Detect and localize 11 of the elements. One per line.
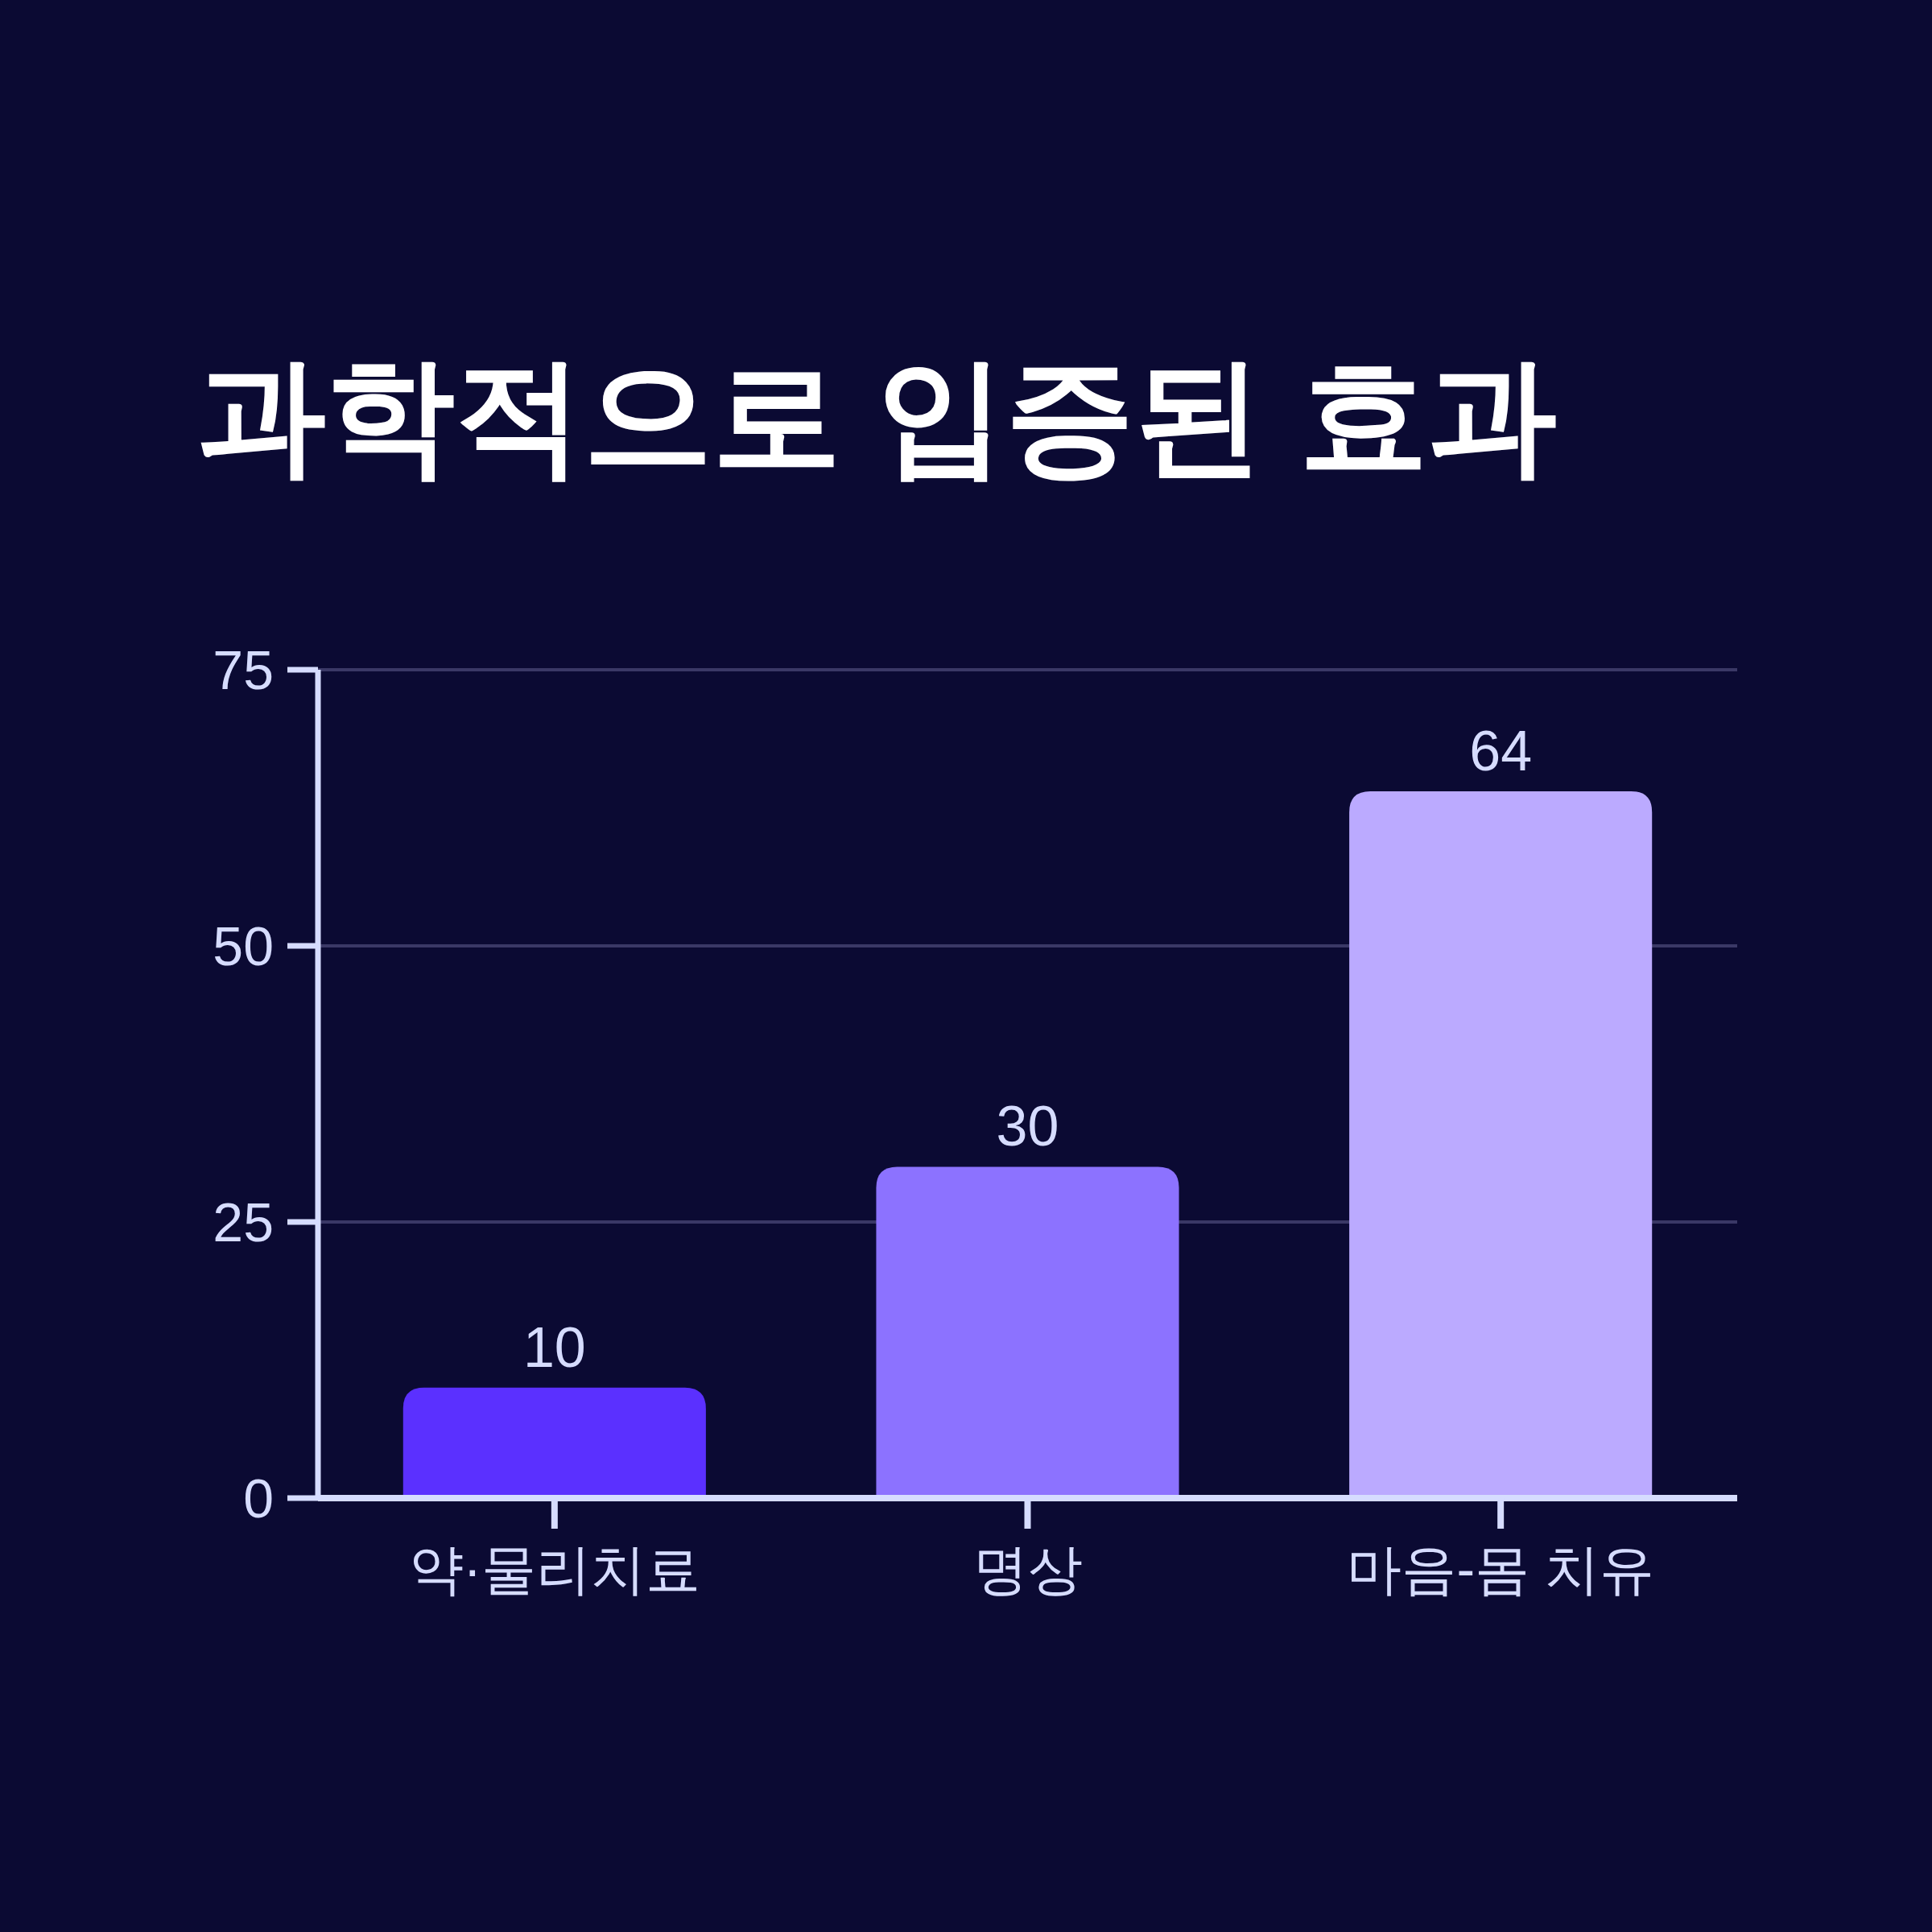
data-label: 10: [522, 1315, 586, 1379]
y-tick-label: 75: [213, 638, 274, 700]
chart-title: 과학적으로 입증된 효과: [197, 344, 1557, 488]
y-tick-label: 0: [243, 1467, 274, 1529]
y-tick-label: 50: [213, 914, 274, 976]
y-tick-label: 25: [213, 1191, 274, 1253]
data-label: 64: [1469, 719, 1533, 782]
x-tick-label: 명상: [972, 1538, 1083, 1600]
x-tick-label: 마음-몸 치유: [1347, 1538, 1654, 1600]
x-tick-label: 약·물리치료: [408, 1538, 701, 1600]
data-label: 30: [996, 1095, 1059, 1158]
